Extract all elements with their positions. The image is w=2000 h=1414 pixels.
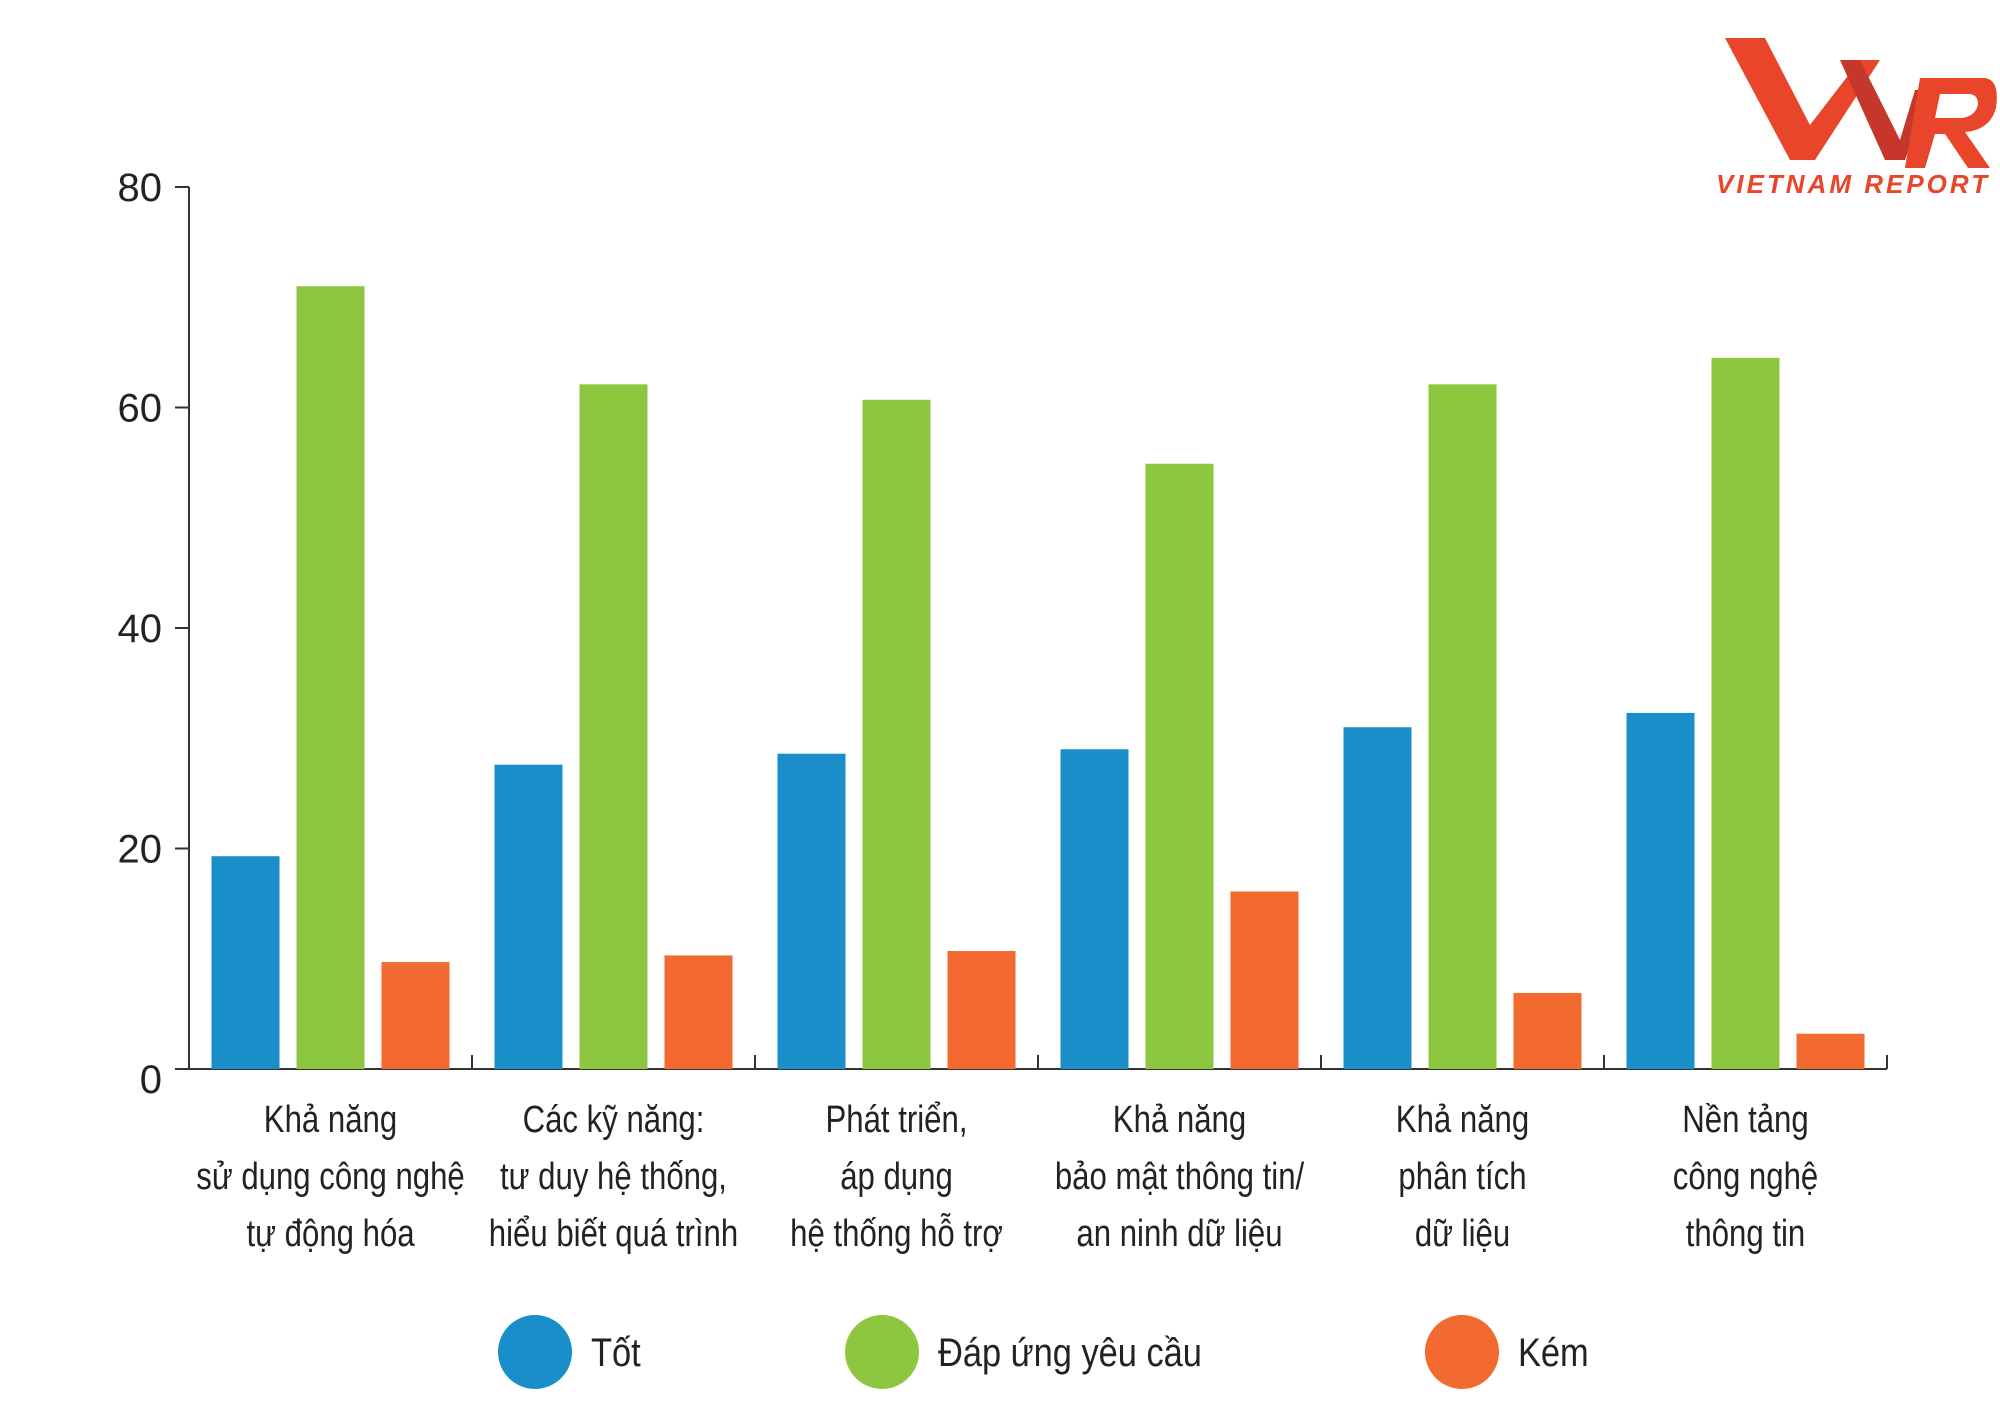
legend-label: Tốt (591, 1330, 641, 1375)
bar-kem (1513, 992, 1582, 1069)
y-tick-label: 60 (118, 387, 163, 431)
legend-swatch (1425, 1315, 1499, 1389)
logo-n-shape (1840, 60, 1930, 160)
category-label: hệ thống hỗ trợ (790, 1212, 1003, 1255)
logo-tagline: VIETNAM REPORT (1716, 169, 1990, 199)
bar-tot (211, 856, 280, 1069)
bar-tot (1343, 727, 1412, 1069)
y-tick-label: 80 (118, 166, 163, 210)
category-label: Khả năng (264, 1099, 397, 1141)
bar-tot (777, 753, 846, 1069)
y-tick-label: 40 (118, 607, 163, 651)
category-label: tư duy hệ thống, (500, 1156, 727, 1198)
bar-kem (1796, 1033, 1865, 1069)
bar-kem (381, 962, 450, 1069)
y-tick-label: 20 (118, 828, 163, 872)
category-label: Nền tảng (1682, 1099, 1808, 1141)
category-label: bảo mật thông tin/ (1055, 1156, 1305, 1198)
logo-v-shape (1725, 38, 1880, 160)
vietnam-report-logo: VIETNAM REPORT (1716, 38, 1997, 199)
chart-axes: 0 20 40 60 80 (118, 166, 1888, 1102)
legend-swatch (498, 1315, 572, 1389)
legend-label: Kém (1518, 1330, 1589, 1375)
category-label: Các kỹ năng: (523, 1099, 705, 1141)
category-label: hiểu biết quá trình (489, 1213, 738, 1255)
category-label: Khả năng (1396, 1099, 1529, 1141)
category-label: phân tích (1398, 1156, 1526, 1198)
bar-dap-ung (1145, 463, 1214, 1069)
bar-dap-ung (862, 399, 931, 1070)
legend-label: Đáp ứng yêu cầu (938, 1330, 1202, 1375)
category-label: áp dụng (840, 1156, 953, 1198)
category-label: an ninh dữ liệu (1076, 1213, 1282, 1255)
category-label: tự động hóa (247, 1213, 416, 1255)
category-label: Phát triển, (826, 1099, 968, 1141)
bar-tot (1060, 749, 1129, 1069)
bar-tot (1626, 712, 1695, 1069)
category-label: Khả năng (1113, 1099, 1246, 1141)
bar-dap-ung (1428, 384, 1497, 1069)
bar-dap-ung (296, 286, 365, 1070)
bar-dap-ung (579, 384, 648, 1069)
bar-kem (664, 955, 733, 1069)
y-tick-label: 0 (140, 1058, 162, 1102)
category-label: thông tin (1686, 1213, 1806, 1255)
bar-kem (1230, 891, 1299, 1069)
category-label: dữ liệu (1415, 1213, 1510, 1255)
bar-tot (494, 764, 563, 1069)
chart-bars (211, 286, 1865, 1070)
legend-swatch (845, 1315, 919, 1389)
category-label: sử dụng công nghệ (196, 1156, 465, 1198)
bar-kem (947, 951, 1016, 1069)
bar-dap-ung (1711, 357, 1780, 1069)
category-labels: Khả năng sử dụng công nghệ tự động hóa Các … (196, 1099, 1818, 1255)
chart-legend: Tốt Đáp ứng yêu cầu Kém (498, 1315, 1589, 1389)
category-label: công nghệ (1673, 1156, 1818, 1198)
logo-r-shape (1905, 78, 1997, 168)
